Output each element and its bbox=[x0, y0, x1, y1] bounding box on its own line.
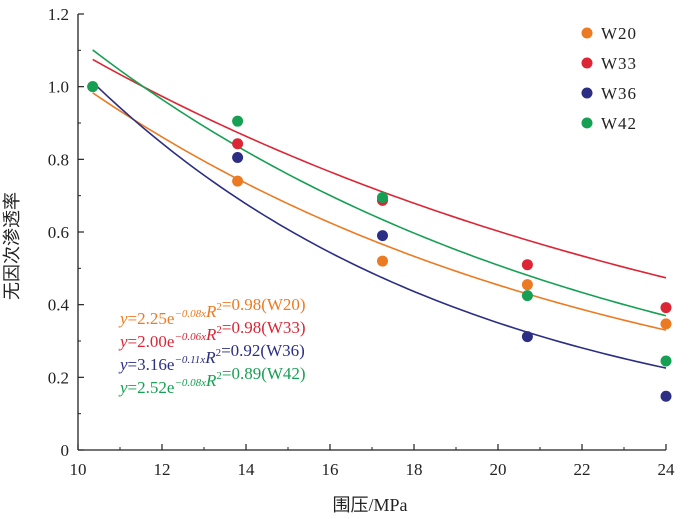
equation-r2-sup: 2 bbox=[216, 301, 222, 313]
equation-exp: −0.11x bbox=[174, 354, 205, 366]
x-axis-label: 围压/MPa bbox=[332, 495, 407, 515]
y-tick-label: 0.2 bbox=[48, 368, 69, 387]
fit-line-w33 bbox=[92, 58, 667, 279]
point-w20 bbox=[660, 318, 672, 330]
equation-eq-coef: =2.00e bbox=[128, 332, 175, 351]
y-axis-label: 无因次渗透率 bbox=[2, 192, 22, 300]
equation-r2-label: R bbox=[205, 302, 217, 321]
equation-w36: y=3.16e−0.11xR2=0.92(W36) bbox=[118, 341, 305, 374]
x-tick-label: 22 bbox=[574, 460, 591, 479]
equation-r2-value: =0.89(W42) bbox=[222, 364, 306, 383]
equation-exp: −0.08x bbox=[174, 308, 206, 320]
equation-eq-coef: =2.25e bbox=[128, 309, 175, 328]
data-points bbox=[87, 81, 672, 402]
y-tick-label: 0.8 bbox=[48, 150, 69, 169]
x-tick-label: 24 bbox=[658, 460, 676, 479]
point-w42 bbox=[521, 290, 533, 302]
equation-eq-coef: =2.52e bbox=[128, 378, 175, 397]
point-w36 bbox=[232, 152, 244, 164]
point-w36 bbox=[521, 331, 533, 343]
point-w20 bbox=[521, 279, 533, 291]
y-tick-label: 1.0 bbox=[48, 78, 69, 97]
equation-r2-value: =0.98(W20) bbox=[222, 295, 306, 314]
y-tick-label: 0 bbox=[61, 441, 70, 460]
x-tick-label: 10 bbox=[70, 460, 87, 479]
equation-exp: −0.08x bbox=[174, 377, 206, 389]
equations: y=2.25e−0.08xR2=0.98(W20)y=2.00e−0.06xR2… bbox=[118, 295, 306, 397]
legend-label-w42: W42 bbox=[601, 114, 637, 133]
equation-r2-label: R bbox=[205, 325, 217, 344]
fit-lines bbox=[92, 49, 667, 369]
fit-line-w36 bbox=[92, 81, 667, 369]
equation-lhs: y bbox=[118, 378, 128, 397]
legend: W20 W33 W36 W42 bbox=[581, 24, 637, 133]
x-tick-label: 12 bbox=[154, 460, 171, 479]
point-w33 bbox=[232, 138, 244, 150]
legend-label-w36: W36 bbox=[601, 84, 637, 103]
equation-r2-label: R bbox=[204, 348, 216, 367]
fit-line-w20 bbox=[92, 92, 667, 331]
equation-w42: y=2.52e−0.08xR2=0.89(W42) bbox=[118, 364, 306, 397]
legend-label-w20: W20 bbox=[601, 24, 637, 43]
equation-lhs: y bbox=[118, 355, 128, 374]
equation-r2-label: R bbox=[205, 371, 217, 390]
point-w36 bbox=[377, 230, 388, 242]
y-tick-label: 1.2 bbox=[48, 5, 69, 24]
point-w33 bbox=[660, 302, 672, 314]
legend-label-w33: W33 bbox=[601, 54, 637, 73]
legend-marker-w33 bbox=[581, 57, 593, 69]
equation-lhs: y bbox=[118, 309, 128, 328]
y-tick-label: 0.4 bbox=[48, 296, 70, 315]
point-w42 bbox=[87, 81, 99, 93]
x-tick-label: 18 bbox=[406, 460, 423, 479]
legend-marker-w42 bbox=[581, 117, 593, 129]
legend-marker-w20 bbox=[581, 27, 593, 39]
point-w42 bbox=[660, 355, 672, 367]
x-tick-label: 16 bbox=[322, 460, 339, 479]
x-tick-label: 20 bbox=[490, 460, 507, 479]
equation-w20: y=2.25e−0.08xR2=0.98(W20) bbox=[118, 295, 306, 328]
point-w20 bbox=[232, 175, 244, 187]
legend-marker-w36 bbox=[581, 87, 593, 99]
equation-r2-sup: 2 bbox=[216, 347, 222, 359]
point-w42 bbox=[377, 191, 388, 203]
equation-lhs: y bbox=[118, 332, 128, 351]
fit-line-w42 bbox=[92, 49, 667, 317]
equation-r2-sup: 2 bbox=[216, 324, 222, 336]
equation-exp: −0.06x bbox=[174, 331, 206, 343]
point-w20 bbox=[377, 255, 388, 267]
equation-eq-coef: =3.16e bbox=[128, 355, 175, 374]
equation-r2-value: =0.98(W33) bbox=[222, 318, 306, 337]
equation-r2-value: =0.92(W36) bbox=[221, 341, 305, 360]
point-w33 bbox=[521, 259, 533, 271]
equation-w33: y=2.00e−0.06xR2=0.98(W33) bbox=[118, 318, 306, 351]
point-w36 bbox=[660, 390, 672, 402]
x-tick-label: 14 bbox=[238, 460, 256, 479]
y-tick-label: 0.6 bbox=[48, 223, 69, 242]
point-w42 bbox=[232, 115, 244, 127]
equation-r2-sup: 2 bbox=[216, 370, 222, 382]
